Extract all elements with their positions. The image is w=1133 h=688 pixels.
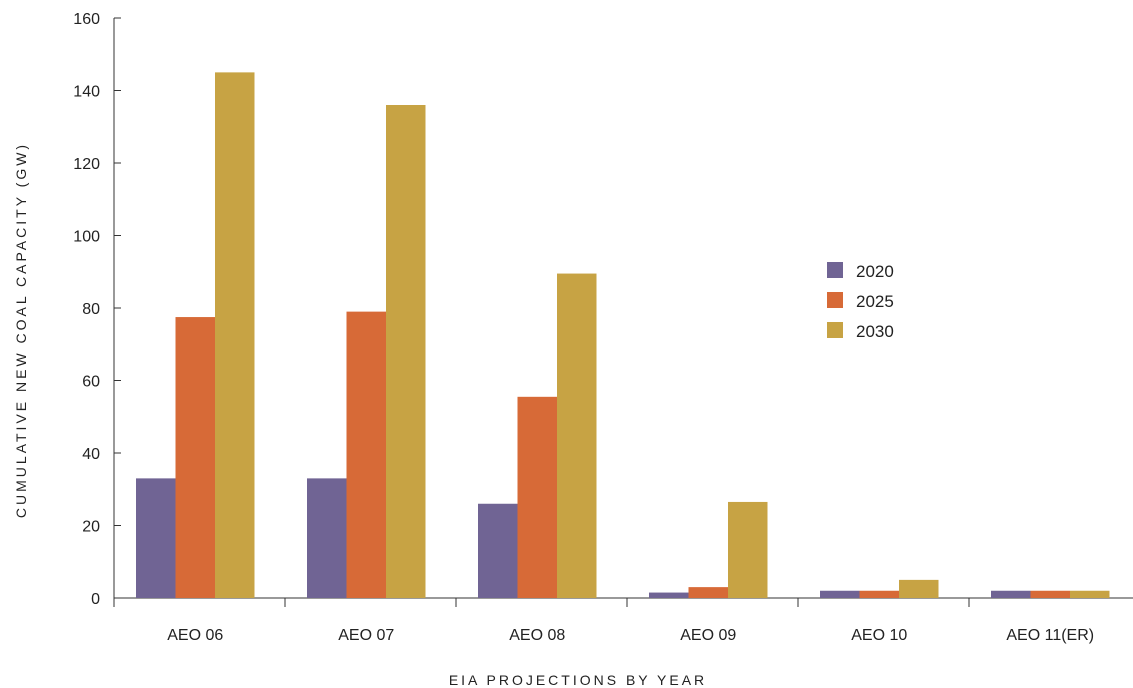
bar-2030 (386, 105, 426, 598)
bar-2025 (859, 590, 899, 598)
legend-label: 2025 (856, 292, 894, 311)
bar-2025 (517, 396, 557, 598)
bar-2020 (820, 590, 860, 598)
legend-swatch-2030 (827, 322, 843, 338)
bar-2030 (557, 273, 597, 598)
bar-2020 (478, 503, 518, 598)
bar-2030 (1070, 590, 1110, 598)
y-tick-label: 60 (82, 374, 100, 391)
x-tick-label: AEO 06 (167, 627, 223, 644)
x-axis: AEO 06 AEO 07 AEO 08 AEO 09 AEO 10 AEO 11(ER) (113, 597, 1133, 644)
bar-2025 (1030, 590, 1070, 598)
legend: 2020 2025 2030 (827, 262, 894, 341)
bar-2020 (307, 478, 347, 598)
legend-swatch-2020 (827, 262, 843, 278)
x-tick-label: AEO 11(ER) (1006, 627, 1094, 644)
bar-2030 (899, 579, 939, 598)
x-axis-title: EIA PROJECTIONS BY YEAR (449, 672, 707, 688)
y-tick-label: 80 (82, 301, 100, 318)
bar-2025 (175, 317, 215, 598)
bar-2025 (688, 587, 728, 598)
y-axis-title: CUMULATIVE NEW COAL CAPACITY (GW) (13, 142, 29, 518)
y-tick-label: 140 (73, 84, 100, 101)
x-tick-label: AEO 07 (338, 627, 394, 644)
bar-2030 (728, 501, 768, 598)
bar-2025 (346, 311, 386, 598)
x-tick-label: AEO 08 (509, 627, 565, 644)
bar-2020 (136, 478, 176, 598)
y-tick-label: 40 (82, 446, 100, 463)
legend-label: 2030 (856, 322, 894, 341)
bars (136, 72, 1110, 598)
y-axis: 0 20 40 60 80 100 120 140 160 (73, 11, 121, 608)
bar-2030 (215, 72, 255, 598)
y-tick-label: 120 (73, 156, 100, 173)
y-tick-label: 20 (82, 519, 100, 536)
y-tick-label: 160 (73, 11, 100, 28)
y-tick-label: 100 (73, 229, 100, 246)
legend-swatch-2025 (827, 292, 843, 308)
y-tick-label: 0 (91, 591, 100, 608)
x-tick-label: AEO 10 (851, 627, 907, 644)
x-tick-label: AEO 09 (680, 627, 736, 644)
bar-2020 (649, 592, 689, 598)
legend-label: 2020 (856, 262, 894, 281)
bar-2020 (991, 590, 1031, 598)
